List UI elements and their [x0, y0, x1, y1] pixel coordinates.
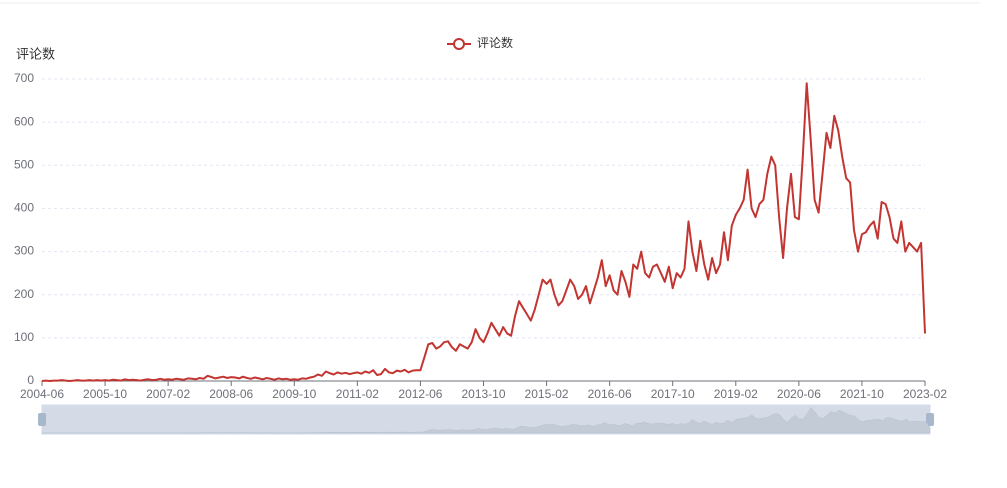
x-tick-label: 2005-10: [83, 387, 127, 401]
x-tick-label: 2009-10: [272, 387, 316, 401]
zoom-handle[interactable]: [38, 413, 46, 426]
x-tick-label: 2013-10: [461, 387, 505, 401]
y-tick-label: 400: [14, 201, 34, 215]
x-tick-label: 2008-06: [209, 387, 253, 401]
y-tick-label: 0: [27, 373, 34, 387]
y-tick-label: 300: [14, 244, 34, 258]
x-tick-label: 2019-02: [714, 387, 758, 401]
x-tick-label: 2011-02: [336, 387, 379, 401]
x-tick-label: 2007-02: [146, 387, 190, 401]
legend[interactable]: 评论数: [447, 35, 513, 50]
x-tick-label: 2020-06: [777, 387, 821, 401]
y-tick-label: 700: [14, 71, 34, 85]
y-axis-label: 评论数: [16, 46, 55, 61]
legend-label[interactable]: 评论数: [477, 35, 513, 50]
x-tick-label: 2017-10: [651, 387, 695, 401]
zoom-handle[interactable]: [926, 413, 934, 426]
zoom-preview: [42, 406, 931, 434]
y-tick-label: 100: [14, 330, 34, 344]
x-tick-label: 2004-06: [20, 387, 64, 401]
y-tick-label: 500: [14, 157, 34, 171]
x-tick-label: 2016-06: [588, 387, 632, 401]
line: [41, 82, 926, 382]
x-tick-label: 2012-06: [398, 387, 442, 401]
x-tick-label: 2015-02: [525, 387, 569, 401]
legend-symbol: [453, 38, 465, 50]
x-tick-label: 2021-10: [840, 387, 884, 401]
y-tick-label: 600: [14, 114, 34, 128]
y-tick-label: 200: [14, 287, 34, 301]
x-tick-label: 2023-02: [903, 387, 947, 401]
